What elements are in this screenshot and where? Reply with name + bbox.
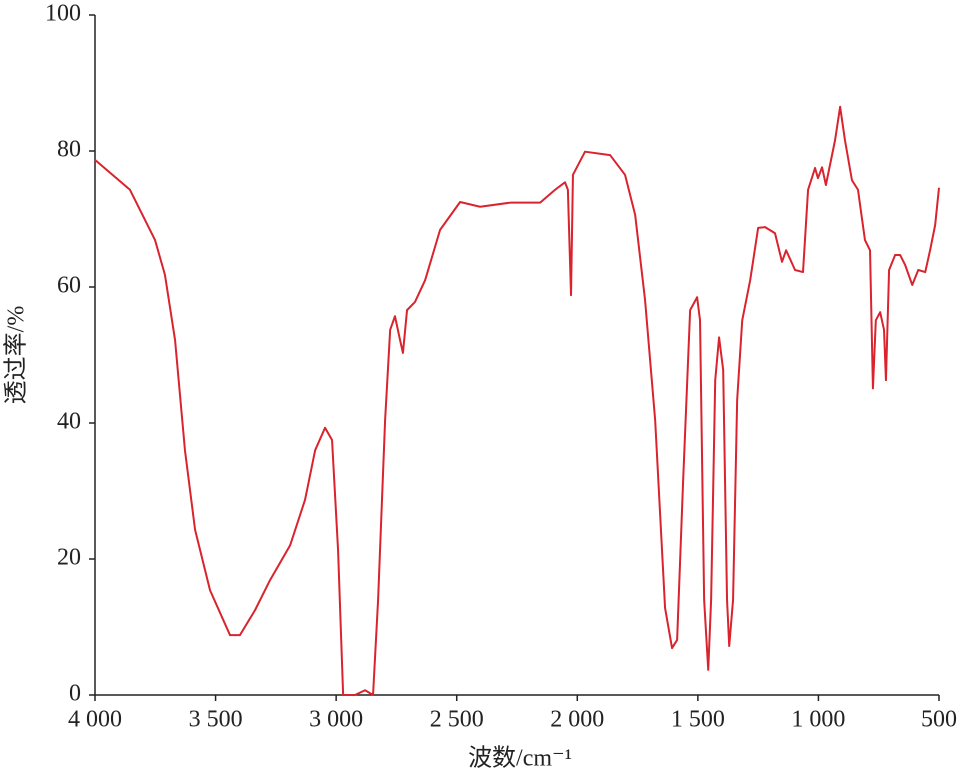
x-tick-label: 1 500 [671,707,725,733]
y-tick-label: 80 [57,137,81,163]
x-tick-label: 3 500 [189,707,243,733]
spectrum-line [94,105,940,696]
x-axis-label: 波数/cm⁻¹ [468,745,572,772]
y-axis-label: 透过率/% [3,306,30,405]
y-tick-label: 20 [57,545,81,571]
x-tick-label: 4 000 [68,707,122,733]
x-tick-label: 2 500 [430,707,484,733]
y-tick-label: 60 [57,273,81,299]
x-tick-label: 500 [921,707,957,733]
x-tick-label: 2 000 [550,707,604,733]
y-tick-label: 40 [57,409,81,435]
y-tick-label: 0 [69,681,81,707]
x-tick-label: 1 000 [791,707,845,733]
y-tick-label: 100 [45,1,81,27]
x-tick-label: 3 000 [309,707,363,733]
